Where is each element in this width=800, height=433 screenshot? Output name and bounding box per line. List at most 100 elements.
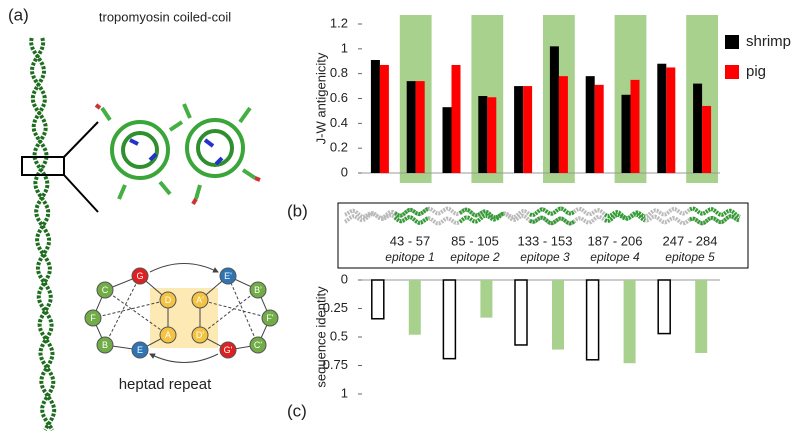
- bar: [657, 279, 671, 335]
- bar: [585, 76, 595, 173]
- bar: [630, 79, 640, 173]
- y-tick-label: 1.2: [330, 15, 348, 30]
- bar: [379, 64, 389, 173]
- epitope-strand: [393, 206, 430, 218]
- y-tick-label: 0.6: [330, 90, 348, 105]
- y-tick-label: 0.75: [323, 357, 348, 372]
- wheel-label: F: [90, 313, 96, 323]
- wheel-node: [191, 326, 209, 344]
- bar: [514, 86, 524, 173]
- wheel-label: D': [196, 330, 204, 340]
- structure-title: tropomyosin coiled-coil: [99, 9, 231, 24]
- bar: [480, 280, 493, 318]
- wheel-label: G': [224, 345, 233, 355]
- y-tick-label: 1: [341, 385, 348, 400]
- epitope-box: [337, 202, 749, 269]
- wheel-node: [131, 341, 149, 359]
- bar: [442, 107, 452, 173]
- y-tick-label: 0: [341, 271, 348, 286]
- bar: [370, 60, 380, 174]
- wheel-node: [131, 267, 149, 285]
- wheel-label: B: [102, 340, 108, 350]
- wheel-label: F': [266, 313, 273, 323]
- bar: [657, 63, 667, 173]
- y-tick-label: 0.4: [330, 115, 348, 130]
- epitope-range: 85 - 105: [451, 233, 499, 248]
- epitope-name: epitope 5: [665, 250, 715, 264]
- epitope-strand: [604, 210, 646, 223]
- helical-wheel: C F B G D A E A' D' E' G' B' F' C': [84, 267, 279, 359]
- bar: [695, 280, 708, 353]
- strand: [29, 37, 57, 431]
- heptad-label: heptad repeat: [119, 376, 212, 393]
- bar: [594, 84, 604, 173]
- bar: [451, 64, 461, 173]
- bar: [408, 280, 421, 335]
- epitope-strand: [393, 215, 430, 225]
- bar: [478, 96, 488, 173]
- wheel-label: C: [102, 285, 109, 295]
- epitope-range: 43 - 57: [390, 233, 430, 248]
- bar: [406, 81, 416, 173]
- wheel-node: [249, 336, 267, 354]
- legend-label: shrimp: [746, 33, 791, 50]
- wheel-label: C': [254, 340, 262, 350]
- wheel-label: G: [136, 271, 143, 281]
- y-tick-label: 0.5: [330, 328, 348, 343]
- epitope-strand: [529, 215, 576, 226]
- bar: [549, 46, 559, 173]
- strand: [344, 206, 740, 226]
- legend-swatch: [725, 35, 739, 49]
- tropomyosin-strip: [344, 206, 741, 226]
- zoom-box: [21, 156, 65, 176]
- wheel-node: [96, 281, 114, 299]
- epitope-name: epitope 4: [590, 250, 640, 264]
- wheel-node: [261, 309, 279, 327]
- epitope-range: 187 - 206: [588, 233, 643, 248]
- wheel-node: [159, 326, 177, 344]
- y-axis-label: J-W antigenicity: [313, 52, 328, 144]
- epitope-name: epitope 3: [520, 250, 570, 264]
- y-tick-label: 0.2: [330, 140, 348, 155]
- bar: [666, 67, 676, 173]
- wheel-label: E: [137, 345, 143, 355]
- bar: [487, 97, 497, 173]
- strand: [29, 37, 56, 432]
- epitope-strand: [458, 211, 505, 224]
- bar: [621, 94, 631, 173]
- wheel-node: [191, 291, 209, 309]
- bar: [514, 279, 528, 346]
- wheel-label: A': [196, 295, 204, 305]
- epitope-range: 247 - 284: [663, 233, 718, 248]
- wheel-node: [249, 281, 267, 299]
- wheel-label: D: [165, 295, 172, 305]
- zoom-line: [63, 121, 99, 158]
- epitope-strand: [529, 206, 576, 218]
- wheel-label: E': [224, 271, 232, 281]
- bar: [371, 279, 385, 320]
- panel-label: (c): [287, 401, 307, 420]
- bar: [693, 83, 703, 173]
- legend-label: pig: [746, 63, 766, 80]
- helix-structure: [94, 103, 261, 206]
- wheel-node: [219, 267, 237, 285]
- epitope-range: 133 - 153: [518, 233, 573, 248]
- zoom-line: [63, 174, 99, 213]
- epitope-strand: [689, 206, 741, 219]
- coiled-coil: [29, 37, 57, 432]
- wheel-node: [219, 341, 237, 359]
- wheel-label: A: [165, 330, 171, 340]
- y-tick-label: 0.8: [330, 65, 348, 80]
- panel-label: (a): [8, 5, 29, 24]
- bar: [623, 280, 636, 364]
- bar: [558, 76, 568, 173]
- y-tick-label: 1: [341, 40, 348, 55]
- bar: [523, 86, 533, 173]
- bar: [552, 280, 564, 350]
- wheel-node: [84, 309, 102, 327]
- wheel-node: [96, 336, 114, 354]
- wheel-label: B': [254, 285, 262, 295]
- bar: [415, 81, 425, 173]
- bar: [702, 105, 712, 173]
